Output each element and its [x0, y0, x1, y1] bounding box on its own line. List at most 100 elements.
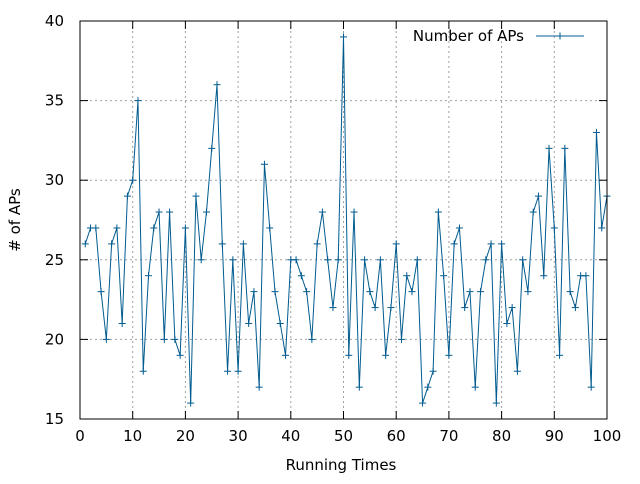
data-point-marker: [324, 256, 332, 264]
data-point-marker: [297, 272, 305, 280]
data-point-marker: [187, 399, 195, 407]
data-point-marker: [529, 208, 537, 216]
data-point-marker: [397, 335, 405, 343]
data-point-marker: [229, 256, 237, 264]
data-point-marker: [413, 256, 421, 264]
data-point-marker: [487, 240, 495, 248]
x-tick-label: 30: [229, 427, 248, 445]
data-point-marker: [550, 224, 558, 232]
data-point-marker: [455, 224, 463, 232]
data-point-marker: [419, 399, 427, 407]
data-point-marker: [276, 319, 284, 327]
y-tick-label: 30: [45, 171, 64, 189]
data-point-marker: [519, 256, 527, 264]
x-tick-label: 80: [492, 427, 511, 445]
data-point-marker: [292, 256, 300, 264]
data-point-marker: [97, 288, 105, 296]
y-tick-label: 20: [45, 330, 64, 348]
data-point-marker: [445, 351, 453, 359]
x-tick-label: 60: [387, 427, 406, 445]
data-point-marker: [329, 304, 337, 312]
series-layer: [81, 33, 611, 407]
x-tick-label: 40: [281, 427, 300, 445]
data-point-marker: [313, 240, 321, 248]
data-point-marker: [556, 351, 564, 359]
x-tick-label: 50: [334, 427, 353, 445]
data-point-marker: [81, 240, 89, 248]
data-point-marker: [150, 224, 158, 232]
data-point-marker: [524, 288, 532, 296]
data-point-marker: [271, 288, 279, 296]
y-tick-label: 25: [45, 251, 64, 269]
data-point-marker: [561, 144, 569, 152]
data-point-marker: [160, 335, 168, 343]
data-point-marker: [598, 224, 606, 232]
data-point-marker: [403, 272, 411, 280]
data-point-marker: [392, 240, 400, 248]
series-line: [84, 36, 608, 404]
data-point-marker: [366, 288, 374, 296]
data-point-marker: [113, 224, 121, 232]
y-axis-label: # of APs: [6, 188, 24, 252]
data-point-marker: [450, 240, 458, 248]
data-point-marker: [466, 288, 474, 296]
data-point-marker: [92, 224, 100, 232]
data-point-marker: [197, 256, 205, 264]
x-tick-label: 10: [123, 427, 142, 445]
data-point-marker: [334, 256, 342, 264]
data-point-marker: [108, 240, 116, 248]
data-point-marker: [429, 367, 437, 375]
data-point-marker: [318, 208, 326, 216]
data-point-marker: [355, 383, 363, 391]
data-point-marker: [218, 240, 226, 248]
x-axis-label: Running Times: [286, 456, 397, 474]
data-point-marker: [260, 160, 268, 168]
data-point-marker: [308, 335, 316, 343]
data-point-marker: [387, 304, 395, 312]
data-point-marker: [498, 240, 506, 248]
data-point-marker: [139, 367, 147, 375]
x-tick-label: 90: [545, 427, 564, 445]
data-point-marker: [471, 383, 479, 391]
data-point-marker: [145, 272, 153, 280]
data-point-marker: [503, 319, 511, 327]
data-point-marker: [508, 304, 516, 312]
x-tick-label: 70: [439, 427, 458, 445]
data-point-marker: [155, 208, 163, 216]
x-tick-label: 100: [593, 427, 622, 445]
data-point-marker: [592, 128, 600, 136]
data-point-marker: [166, 208, 174, 216]
legend-marker: [556, 32, 564, 40]
data-point-marker: [266, 224, 274, 232]
data-point-marker: [371, 304, 379, 312]
data-point-marker: [361, 256, 369, 264]
data-point-marker: [534, 192, 542, 200]
data-point-marker: [181, 224, 189, 232]
data-point-marker: [571, 304, 579, 312]
data-point-marker: [245, 319, 253, 327]
data-point-marker: [282, 351, 290, 359]
data-point-marker: [513, 367, 521, 375]
data-point-marker: [118, 319, 126, 327]
data-point-marker: [340, 33, 347, 41]
data-point-marker: [540, 272, 548, 280]
x-tick-label: 0: [75, 427, 85, 445]
data-point-marker: [477, 288, 485, 296]
data-point-marker: [250, 288, 258, 296]
legend-label: Number of APs: [413, 27, 524, 45]
data-point-marker: [303, 288, 311, 296]
data-point-marker: [192, 192, 200, 200]
y-tick-label: 40: [45, 12, 64, 30]
data-point-marker: [234, 367, 242, 375]
data-point-marker: [123, 192, 131, 200]
data-point-marker: [129, 176, 137, 184]
data-point-marker: [545, 144, 553, 152]
data-point-marker: [134, 97, 142, 105]
data-point-marker: [102, 335, 110, 343]
data-point-marker: [171, 335, 179, 343]
x-tick-label: 20: [176, 427, 195, 445]
data-point-marker: [239, 240, 247, 248]
data-point-marker: [255, 383, 263, 391]
